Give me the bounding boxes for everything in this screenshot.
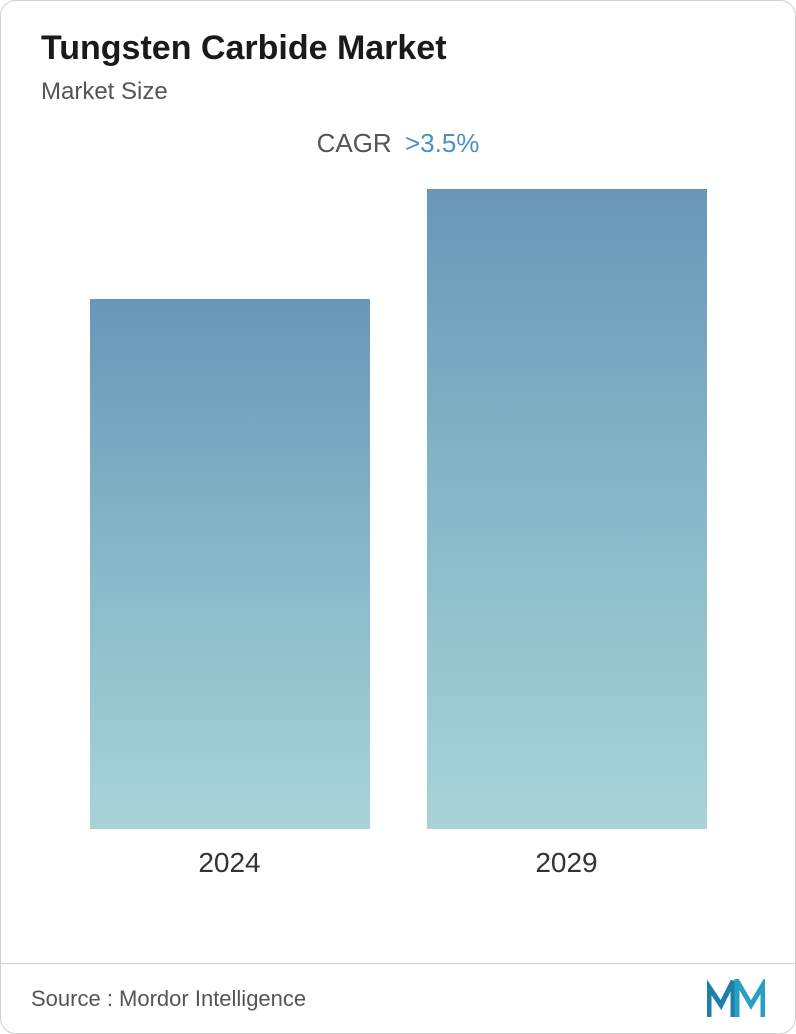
- chart-subtitle: Market Size: [41, 78, 755, 106]
- chart-title: Tungsten Carbide Market: [41, 29, 755, 68]
- chart-footer: Source : Mordor Intelligence: [1, 963, 795, 1033]
- cagr-value: >3.5%: [405, 128, 479, 158]
- bar-chart: 2024 2029: [1, 199, 795, 879]
- bar-label-0: 2024: [198, 847, 260, 879]
- bar-label-1: 2029: [535, 847, 597, 879]
- bar-0: [90, 299, 370, 829]
- brand-logo-icon: [707, 979, 765, 1019]
- bar-group-0: 2024: [90, 299, 370, 879]
- cagr-label: CAGR: [317, 128, 392, 158]
- bar-1: [427, 189, 707, 829]
- bar-group-1: 2029: [427, 189, 707, 879]
- chart-header: Tungsten Carbide Market Market Size CAGR…: [1, 1, 795, 159]
- source-text: Source : Mordor Intelligence: [31, 986, 306, 1012]
- cagr-row: CAGR >3.5%: [41, 128, 755, 159]
